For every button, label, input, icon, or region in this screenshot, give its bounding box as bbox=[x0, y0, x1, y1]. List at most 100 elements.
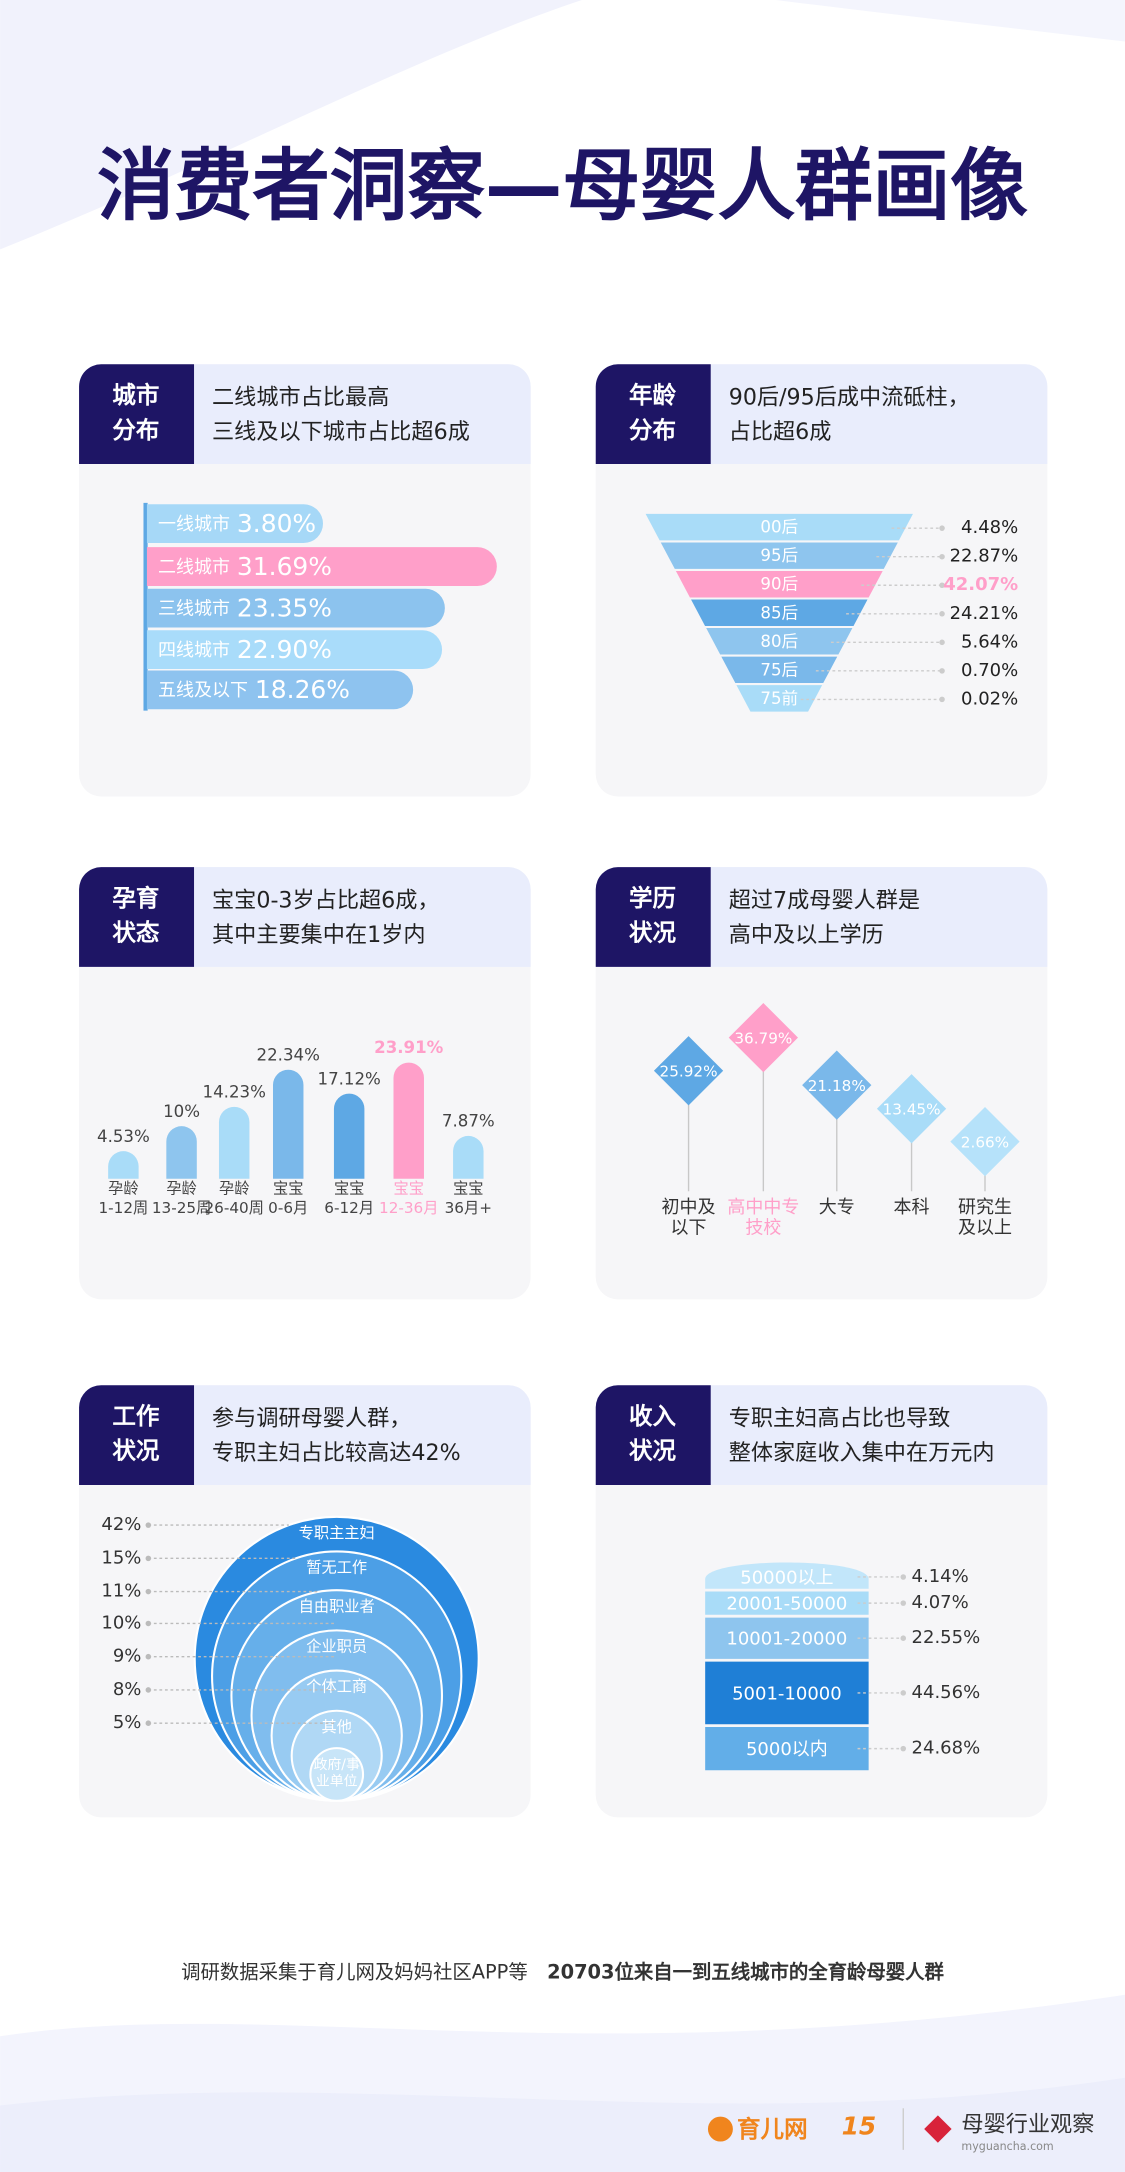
value-label: 7.87% bbox=[442, 1112, 495, 1131]
bar bbox=[166, 1126, 197, 1179]
text-line: 高中中专 bbox=[727, 1197, 799, 1218]
text-line: 及以上 bbox=[958, 1218, 1012, 1239]
diamond bbox=[653, 1036, 724, 1106]
leader-dot bbox=[939, 611, 945, 617]
funnel-segment bbox=[736, 685, 823, 712]
text-line: 6-12月 bbox=[324, 1198, 374, 1216]
leader-dot bbox=[145, 1687, 152, 1693]
text-line: 初中及 bbox=[662, 1197, 716, 1218]
text-line: 三线及以下城市占比超6成 bbox=[212, 419, 470, 445]
category-label: 一线城市 bbox=[158, 514, 230, 535]
value-label: 0.70% bbox=[961, 660, 1018, 681]
stack-segment bbox=[705, 1591, 869, 1615]
text-line: 36月+ bbox=[445, 1198, 492, 1216]
panel-tab-label: 城市分布 bbox=[112, 381, 159, 444]
funnel-segment bbox=[660, 542, 898, 569]
panel-tab-label: 学历状况 bbox=[629, 883, 677, 946]
leader-dot bbox=[145, 1720, 152, 1726]
bar bbox=[108, 1151, 139, 1179]
category-label: 宝宝 0-6月 bbox=[268, 1179, 308, 1216]
text-line: 城市 bbox=[112, 381, 159, 409]
category-label: 85后 bbox=[760, 603, 798, 622]
category-label: 企业职员 bbox=[306, 1638, 367, 1656]
page-title: 消费者洞察—母婴人群画像 bbox=[97, 142, 1028, 232]
text-line: 孕育 bbox=[112, 883, 159, 911]
text-line: 分布 bbox=[112, 415, 159, 443]
text-line: 状况 bbox=[629, 918, 677, 946]
category-label: 5000以内 bbox=[746, 1739, 828, 1760]
panel-tab-label: 工作状况 bbox=[112, 1402, 160, 1465]
category-label: 宝宝 12-36月 bbox=[379, 1179, 438, 1216]
bar bbox=[146, 670, 414, 710]
text-line: 0-6月 bbox=[268, 1198, 308, 1216]
category-label: 二线城市 bbox=[158, 557, 230, 578]
panel-tab bbox=[79, 364, 195, 465]
panel-tab bbox=[79, 1385, 195, 1485]
panel-headline: 90后/95后成中流砥柱， 占比超6成 bbox=[729, 384, 970, 445]
value-label: 14.23% bbox=[203, 1082, 266, 1101]
panel-tab-label: 收入状况 bbox=[629, 1402, 677, 1465]
brand-url: myguancha.com bbox=[961, 2140, 1053, 2153]
text-line: 分布 bbox=[629, 415, 676, 443]
circle-segment bbox=[309, 1747, 365, 1802]
value-label: 5.64% bbox=[961, 631, 1018, 652]
value-label: 23.35% bbox=[237, 593, 332, 622]
funnel-segment bbox=[691, 599, 868, 626]
text-line: 参与调研母婴人群， bbox=[212, 1405, 411, 1431]
category-label: 专职主主妇 bbox=[299, 1524, 375, 1542]
leader-dot bbox=[900, 1574, 907, 1580]
leader-dot bbox=[939, 525, 945, 531]
diamond bbox=[876, 1074, 947, 1144]
leader-dot bbox=[939, 696, 945, 703]
category-label: 00后 bbox=[760, 518, 798, 537]
text-line: 宝宝 bbox=[273, 1179, 303, 1197]
leader-dot bbox=[939, 668, 945, 674]
leader-dot bbox=[145, 1620, 152, 1627]
category-label: 其他 bbox=[321, 1718, 351, 1736]
funnel-segment bbox=[675, 570, 883, 598]
value-label: 5% bbox=[113, 1712, 142, 1733]
category-label: 五线及以下 bbox=[158, 680, 248, 701]
panel-tab bbox=[595, 1385, 711, 1485]
category-label: 暂无工作 bbox=[306, 1559, 367, 1577]
value-label: 10% bbox=[101, 1612, 141, 1633]
value-label: 25.92% bbox=[660, 1063, 718, 1081]
value-label: 13.45% bbox=[883, 1101, 941, 1119]
stack-segment bbox=[705, 1726, 869, 1771]
value-label: 3.80% bbox=[237, 509, 316, 538]
text-line: 宝宝 bbox=[334, 1179, 364, 1197]
text-line: 90后/95后成中流砥柱， bbox=[729, 384, 970, 410]
panel-headline: 宝宝0-3岁占比超6成， 其中主要集中在1岁内 bbox=[212, 887, 440, 948]
brand-right: 母婴行业观察 bbox=[961, 2111, 1094, 2137]
value-label: 44.56% bbox=[912, 1682, 981, 1703]
panel-headline: 参与调研母婴人群， 专职主妇占比较高达42% bbox=[212, 1405, 461, 1466]
wave bbox=[0, 2077, 1125, 2172]
text-line: 宝宝 bbox=[394, 1179, 424, 1197]
value-label: 22.90% bbox=[237, 635, 332, 664]
brand-left: 育儿网 bbox=[737, 2115, 808, 2143]
text-line: 宝宝0-3岁占比超6成， bbox=[212, 887, 440, 913]
text-line: 其中主要集中在1岁内 bbox=[212, 922, 426, 948]
category-label: 四线城市 bbox=[158, 640, 230, 661]
brand-anniversary: 15 bbox=[842, 2112, 877, 2141]
value-label: 10% bbox=[163, 1102, 200, 1121]
leader-dot bbox=[939, 553, 945, 560]
value-label: 21.18% bbox=[808, 1077, 866, 1095]
category-label: 10001-20000 bbox=[726, 1629, 847, 1650]
leader-dot bbox=[145, 1522, 152, 1528]
leader-dot bbox=[145, 1588, 152, 1595]
brand-icon bbox=[707, 2116, 733, 2142]
text-line: 状态 bbox=[112, 918, 160, 946]
text-line: 工作 bbox=[112, 1402, 160, 1430]
text-line: 学历 bbox=[629, 883, 676, 911]
text-line: 12-36月 bbox=[379, 1198, 438, 1216]
value-label: 4.07% bbox=[912, 1592, 969, 1613]
category-label: 90后 bbox=[760, 575, 798, 594]
text-line: 技校 bbox=[745, 1218, 781, 1239]
value-label: 9% bbox=[113, 1646, 142, 1667]
value-label: 23.91% bbox=[374, 1038, 444, 1057]
leader-dot bbox=[900, 1600, 907, 1606]
category-label: 50000以上 bbox=[740, 1567, 833, 1588]
value-label: 24.68% bbox=[912, 1738, 981, 1759]
